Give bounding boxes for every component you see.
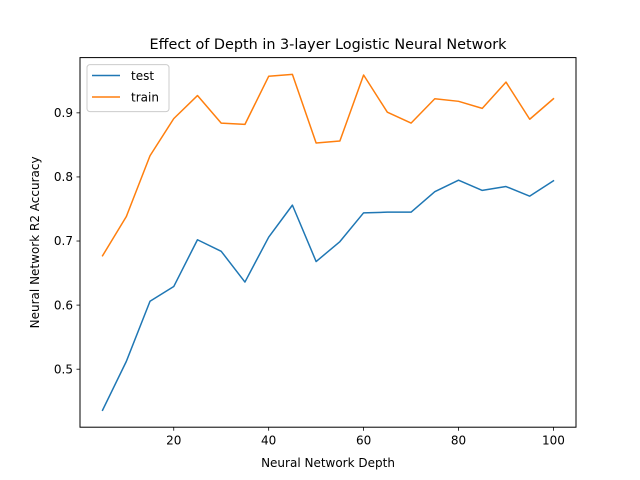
x-tick-label: 100 [542, 434, 565, 448]
x-axis-label: Neural Network Depth [261, 456, 395, 470]
x-tick-label: 60 [356, 434, 371, 448]
y-tick-label: 0.8 [54, 170, 73, 184]
legend: test train [86, 64, 170, 113]
x-axis-ticks: 20 40 60 80 100 [166, 427, 565, 448]
y-axis-label: Neural Network R2 Accuracy [28, 156, 42, 328]
x-tick-label: 40 [261, 434, 276, 448]
axes-frame [79, 57, 577, 428]
series-line-test [101, 179, 555, 412]
series-layer [101, 73, 555, 412]
y-axis-ticks: 0.5 0.6 0.7 0.8 0.9 [54, 106, 80, 376]
legend-label-test: test [131, 69, 154, 83]
series-line-train [101, 73, 555, 257]
chart-title: Effect of Depth in 3-layer Logistic Neur… [149, 37, 507, 53]
legend-box [86, 64, 170, 113]
y-tick-label: 0.6 [54, 298, 73, 312]
legend-label-train: train [131, 90, 159, 104]
y-tick-label: 0.9 [54, 106, 73, 120]
y-tick-label: 0.5 [54, 362, 73, 376]
x-tick-label: 80 [451, 434, 466, 448]
x-tick-label: 20 [166, 434, 181, 448]
y-tick-label: 0.7 [54, 234, 73, 248]
